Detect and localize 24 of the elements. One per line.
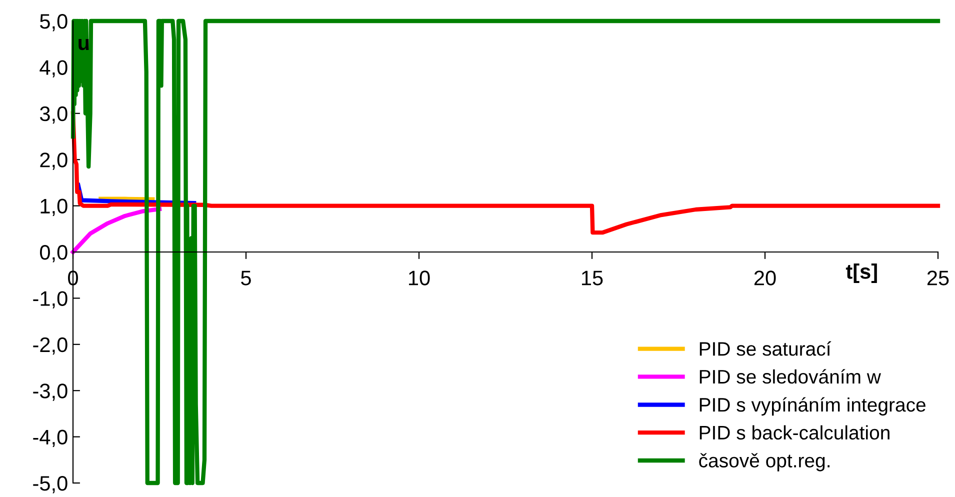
x-tick-label: 20	[754, 270, 776, 286]
legend-label: PID se saturací	[700, 341, 832, 356]
legend-label: PID se sledováním w	[700, 369, 881, 384]
y-tick-label: -2,0	[33, 337, 68, 355]
x-tick-label: 10	[409, 270, 430, 286]
y-tick-label: 0,0	[40, 245, 68, 262]
y-tick-label: 4,0	[40, 60, 68, 78]
legend-label: časově opt.reg.	[699, 453, 830, 472]
line-series	[70, 206, 162, 254]
y-tick-label: -3,0	[33, 384, 68, 401]
legend-label: PID s vypínáním integrace	[700, 397, 926, 416]
y-tick-label: -5,0	[33, 476, 68, 494]
x-tick-label: 25	[927, 270, 949, 286]
legend-label: PID s back-calculation	[700, 425, 890, 440]
y-tick-label: 1,0	[40, 198, 68, 216]
y-tick-label: 5,0	[40, 14, 68, 32]
y-axis-title: u	[78, 38, 89, 50]
y-tick-label: -1,0	[33, 291, 68, 308]
x-tick-label: 5	[241, 270, 251, 286]
y-tick-label: -4,0	[33, 430, 68, 448]
x-tick-label: 15	[582, 270, 603, 286]
y-tick-label: 3,0	[40, 106, 68, 124]
y-tick-label: 2,0	[40, 152, 68, 170]
x-axis-title: t[s]	[846, 264, 877, 283]
